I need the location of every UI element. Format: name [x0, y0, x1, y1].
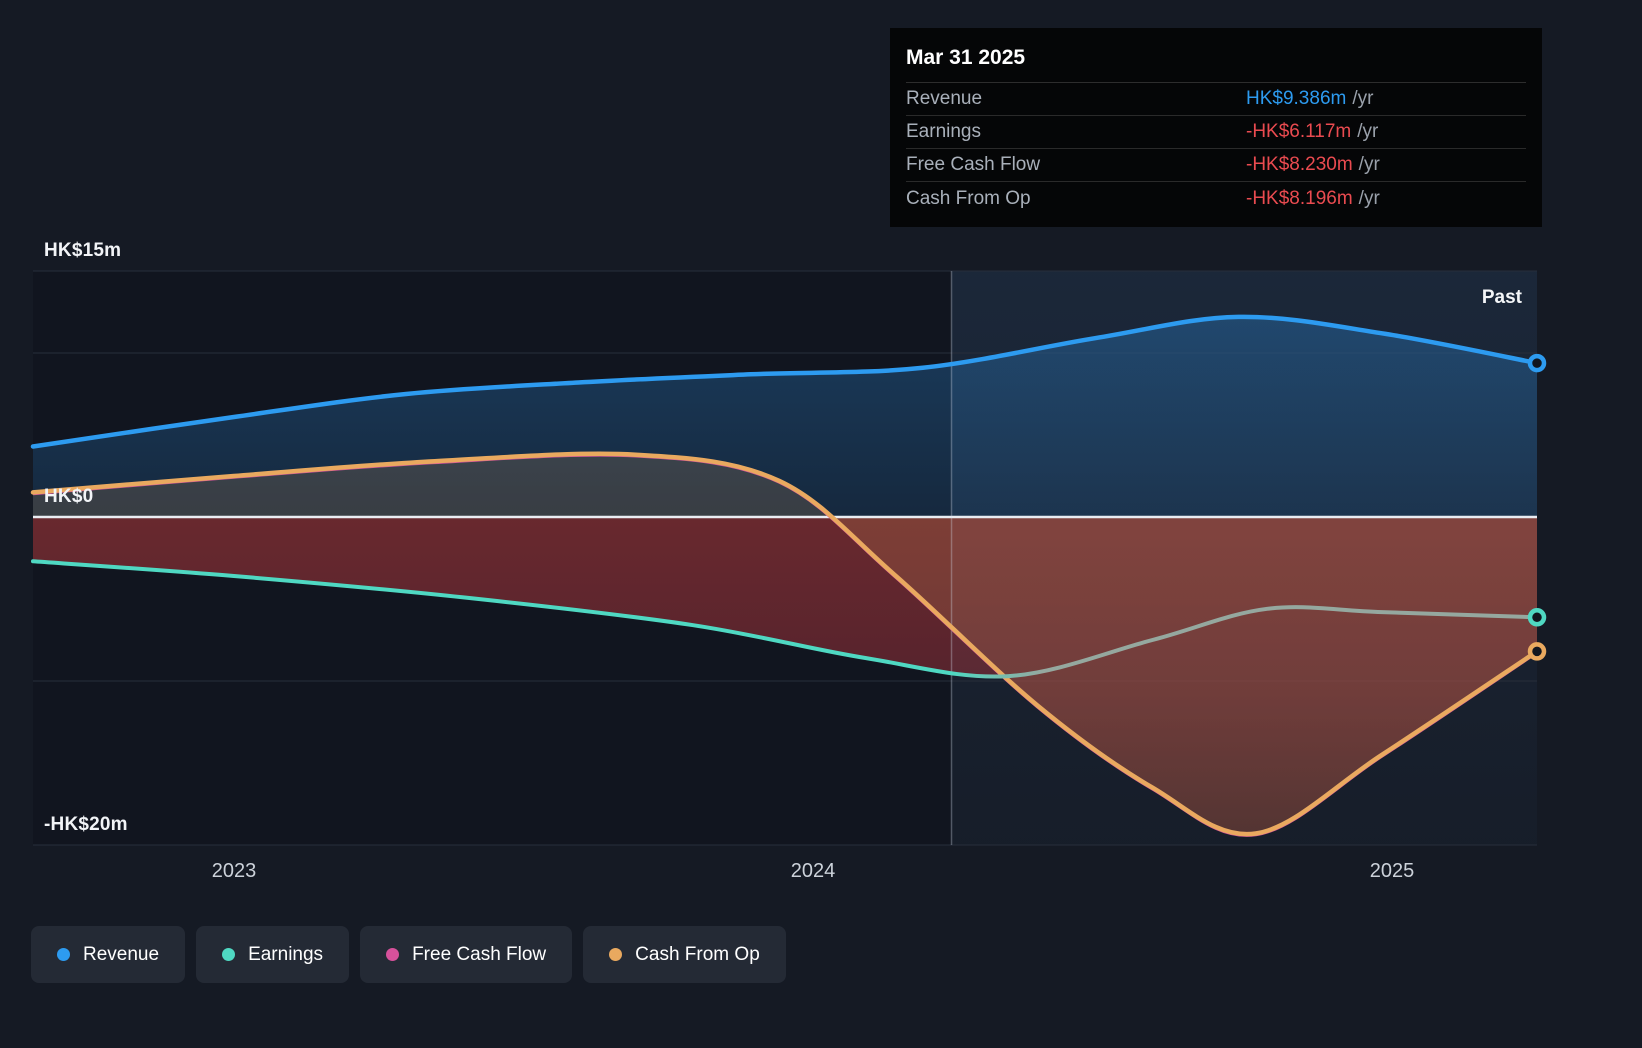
legend-label: Earnings	[248, 943, 324, 965]
y-axis-label-0: HK$0	[44, 486, 94, 507]
legend: Revenue Earnings Free Cash Flow Cash Fro…	[31, 926, 786, 983]
x-tick-2024: 2024	[790, 860, 836, 882]
y-axis-label-15m: HK$15m	[44, 240, 122, 261]
revenue-dot-icon	[57, 948, 70, 961]
tooltip-row-cash-from-op: Cash From Op -HK$8.196m/yr	[906, 182, 1526, 215]
x-tick-2025: 2025	[1369, 860, 1415, 882]
legend-toggle-revenue[interactable]: Revenue	[31, 926, 186, 983]
tooltip-label: Revenue	[906, 88, 983, 109]
legend-toggle-cash-from-op[interactable]: Cash From Op	[583, 926, 786, 983]
legend-toggle-earnings[interactable]: Earnings	[196, 926, 350, 983]
tooltip-label: Cash From Op	[906, 187, 1031, 209]
tooltip-value: -HK$8.230m/yr	[1246, 154, 1380, 175]
legend-label: Revenue	[83, 943, 160, 965]
tooltip-value: -HK$8.196m/yr	[1246, 187, 1380, 209]
chart-tooltip: Mar 31 2025 Revenue HK$9.386m/yr Earning…	[890, 28, 1542, 227]
tooltip-row-earnings: Earnings -HK$6.117m/yr	[906, 116, 1526, 149]
tooltip-row-free-cash-flow: Free Cash Flow -HK$8.230m/yr	[906, 149, 1526, 182]
legend-toggle-free-cash-flow[interactable]: Free Cash Flow	[360, 926, 573, 983]
legend-label: Cash From Op	[635, 943, 760, 965]
tooltip-value: -HK$6.117m/yr	[1246, 121, 1379, 142]
tooltip-value: HK$9.386m/yr	[1246, 88, 1374, 109]
tooltip-label: Earnings	[906, 121, 981, 142]
tooltip-date: Mar 31 2025	[906, 38, 1526, 83]
past-label: Past	[1481, 287, 1522, 308]
cash-from-op-dot-icon	[609, 948, 623, 961]
x-tick-2023: 2023	[211, 860, 257, 882]
free-cash-flow-dot-icon	[386, 948, 400, 961]
legend-label: Free Cash Flow	[412, 943, 547, 965]
tooltip-row-revenue: Revenue HK$9.386m/yr	[906, 83, 1526, 116]
tooltip-label: Free Cash Flow	[906, 154, 1041, 175]
earnings-dot-icon	[222, 948, 236, 961]
y-axis-label-neg20m: -HK$20m	[44, 814, 128, 835]
